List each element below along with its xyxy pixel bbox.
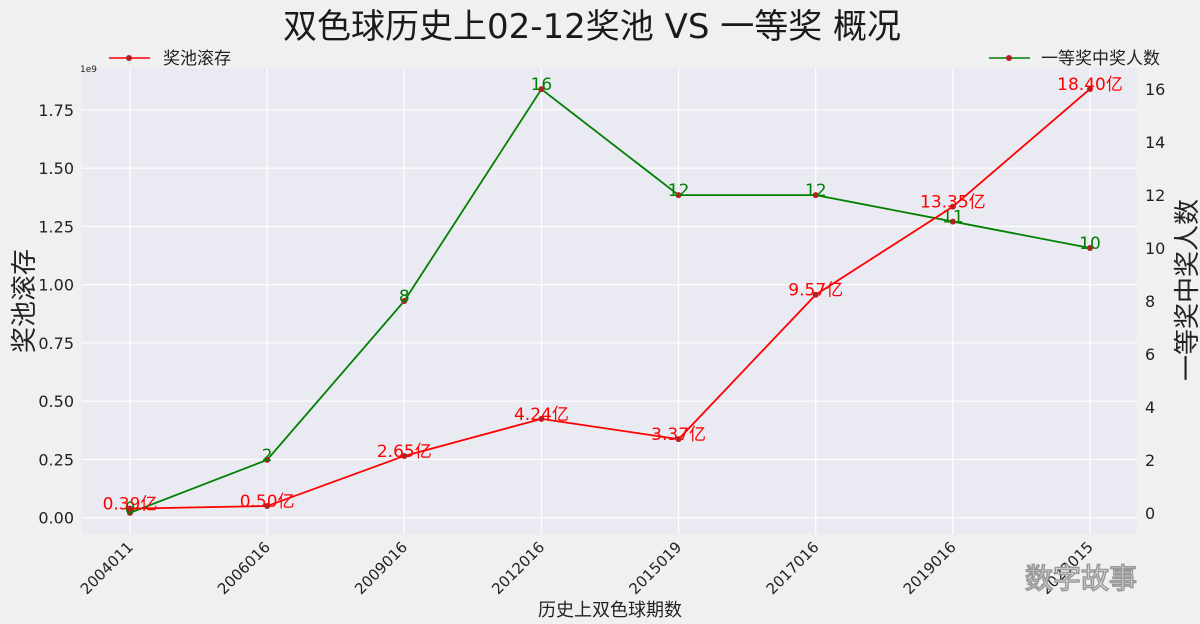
right-tick-label: 16 bbox=[1145, 80, 1165, 99]
data-point-winners bbox=[538, 86, 545, 93]
x-tick-label: 2006016 bbox=[214, 538, 274, 598]
y-axis-label-right: 一等奖中奖人数 bbox=[1173, 199, 1200, 381]
series-pool-line bbox=[129, 88, 1091, 510]
left-tick-label: 1.50 bbox=[38, 159, 74, 178]
data-label-pool: 3.37亿 bbox=[651, 425, 706, 445]
right-tick-label: 0 bbox=[1145, 504, 1155, 523]
left-tick-label: 1.25 bbox=[38, 217, 74, 236]
series-winners-line bbox=[129, 87, 1091, 514]
right-tick-label: 4 bbox=[1145, 398, 1155, 417]
data-label-winners: 8 bbox=[399, 287, 410, 307]
data-point-pool bbox=[1087, 85, 1093, 92]
left-axis-ticks: 0.00 0.25 0.50 0.75 1.00 1.25 1.50 1.75 bbox=[38, 101, 74, 528]
series-layer: 02816121211100.39亿0.50亿2.65亿4.24亿3.37亿9.… bbox=[103, 75, 1123, 519]
data-label-pool: 4.24亿 bbox=[514, 405, 569, 425]
left-tick-label: 0.75 bbox=[38, 334, 74, 353]
data-label-winners: 10 bbox=[1079, 234, 1101, 254]
data-label-pool: 18.40亿 bbox=[1057, 75, 1123, 95]
right-tick-label: 2 bbox=[1145, 451, 1155, 470]
data-label-pool: 13.35亿 bbox=[920, 193, 986, 213]
x-tick-label: 2019016 bbox=[900, 538, 960, 598]
legend-pool-label: 奖池滚存 bbox=[163, 49, 231, 69]
x-axis-label: 历史上双色球期数 bbox=[538, 600, 682, 621]
x-tick-label: 2017016 bbox=[763, 538, 823, 598]
right-tick-label: 14 bbox=[1145, 133, 1165, 152]
data-point-winners bbox=[401, 298, 408, 304]
chart-title: 双色球历史上02-12奖池 VS 一等奖 概况 bbox=[283, 7, 901, 47]
left-tick-label: 0.25 bbox=[38, 450, 74, 469]
x-tick-label: 2009016 bbox=[351, 538, 411, 598]
data-point-pool bbox=[949, 203, 956, 210]
y-axis-label-left: 奖池滚存 bbox=[10, 249, 40, 353]
right-tick-label: 10 bbox=[1145, 239, 1165, 258]
data-label-pool: 0.50亿 bbox=[240, 492, 295, 512]
right-tick-label: 8 bbox=[1145, 292, 1155, 311]
left-tick-label: 1.75 bbox=[38, 101, 74, 120]
right-axis-ticks: 0 2 4 6 8 10 12 14 16 bbox=[1145, 80, 1165, 523]
x-tick-label: 2004011 bbox=[77, 538, 137, 598]
data-point-winners bbox=[127, 509, 133, 516]
data-point-pool bbox=[675, 436, 682, 443]
watermark: 数字故事 bbox=[1025, 562, 1137, 595]
grid-horizontal bbox=[82, 109, 1137, 519]
data-label-winners: 11 bbox=[942, 208, 964, 228]
data-point-winners bbox=[949, 218, 956, 225]
right-tick-label: 12 bbox=[1145, 186, 1165, 205]
series-pool: 0.39亿 0.50亿 2.65亿 4.24亿 3.37亿 9.57亿 13.35亿 18.4… bbox=[103, 75, 1123, 515]
data-point-pool bbox=[127, 505, 133, 512]
data-point-winners bbox=[1087, 245, 1093, 252]
data-point-pool bbox=[401, 452, 408, 459]
plot-area bbox=[82, 68, 1137, 534]
right-tick-label: 6 bbox=[1145, 345, 1155, 364]
legend-pool: 奖池滚存 bbox=[109, 49, 231, 69]
data-label-winners: 12 bbox=[668, 181, 690, 201]
x-tick-label: 2012016 bbox=[488, 538, 548, 598]
data-label-winners: 12 bbox=[805, 181, 827, 201]
left-tick-label: 1.00 bbox=[38, 276, 74, 295]
data-point-pool bbox=[264, 503, 271, 510]
data-label-pool: 2.65亿 bbox=[377, 442, 432, 462]
legend-winners-label: 一等奖中奖人数 bbox=[1041, 49, 1160, 69]
x-axis-ticks: 2004011 2006016 2009016 2012016 2015019 20170… bbox=[77, 538, 1097, 598]
data-label-pool: 0.39亿 bbox=[103, 495, 158, 515]
data-label-winners: 16 bbox=[531, 75, 553, 95]
axis-multiplier: 1e9 bbox=[80, 65, 97, 75]
data-point-winners bbox=[264, 456, 271, 463]
left-tick-label: 0.50 bbox=[38, 392, 74, 411]
data-point-winners bbox=[812, 192, 819, 199]
data-point-winners bbox=[675, 192, 682, 199]
x-tick-label: 2015019 bbox=[625, 538, 685, 598]
data-point-pool bbox=[812, 291, 819, 298]
left-tick-label: 0.00 bbox=[38, 509, 74, 528]
data-point-pool bbox=[538, 415, 545, 422]
data-label-pool: 9.57亿 bbox=[788, 281, 843, 301]
data-label-winners: 2 bbox=[262, 446, 273, 466]
legend-winners: 一等奖中奖人数 bbox=[989, 49, 1160, 69]
